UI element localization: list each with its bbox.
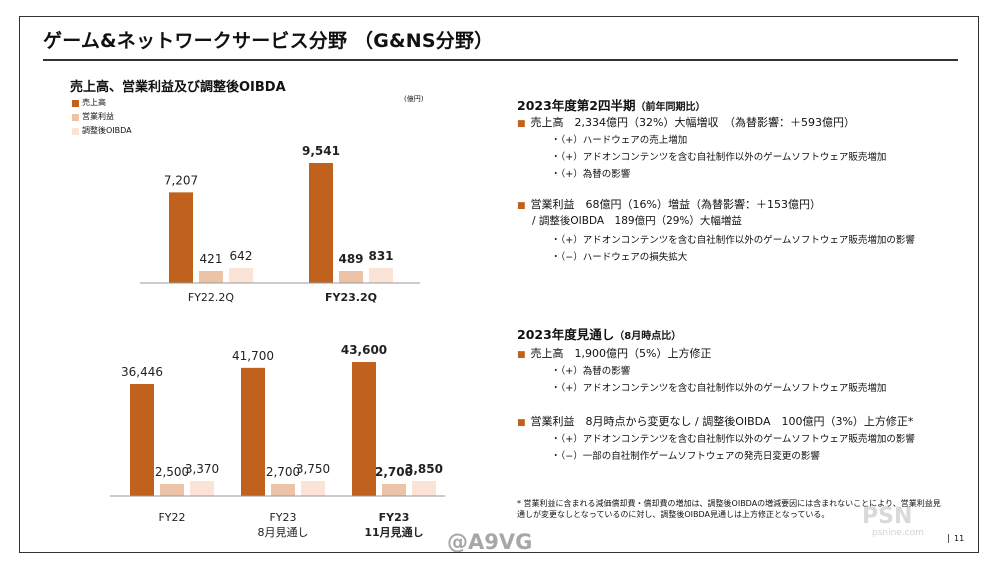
forecast-op-line: ■ 営業利益 8月時点から変更なし / 調整後OIBDA 100億円（3%）上方修… <box>517 413 913 429</box>
data-label-sales-1-1: 7,207 <box>164 173 198 187</box>
q2-sales-line: ■ 売上高 2,334億円（32%）大幅増収 （為替影響：＋593億円） <box>517 114 855 130</box>
forecast-op-item-1: ・（+）アドオンコンテンツを含む自社制作以外のゲームソフトウェア販売増加の影響 <box>551 434 915 445</box>
q2-sales-item-3: ・（+）為替の影響 <box>551 169 631 180</box>
data-label-operating-income-1-1: 421 <box>200 252 223 266</box>
chart-unit: (億円) <box>404 95 424 103</box>
q2-title: 2023年度第2四半期 <box>517 98 636 113</box>
q2-sales-item-2: ・（+）アドオンコンテンツを含む自社制作以外のゲームソフトウェア販売増加 <box>551 152 887 163</box>
bar-adjusted-oibda-1-1 <box>229 268 253 283</box>
bar-adjusted-oibda-2-3 <box>412 481 436 496</box>
chart-legend: 売上高 営業利益 調整後OIBDA <box>72 96 132 138</box>
category-label-1-1: FY22.2Q <box>188 291 235 304</box>
forecast-section-title: 2023年度見通し（8月時点比） <box>517 324 681 343</box>
q2-title-note: （前年同期比） <box>635 102 706 113</box>
bar-operating-income-2-3 <box>382 484 406 496</box>
forecast-sales-text: 売上高 1,900億円（5%）上方修正 <box>530 347 712 360</box>
legend-swatch-operating-income <box>72 113 79 121</box>
bar-adjusted-oibda-2-1 <box>190 481 214 496</box>
legend-label-operating-income: 営業利益 <box>82 112 114 121</box>
forecast-sales-item-1: ・（+）為替の影響 <box>551 366 631 377</box>
data-label-sales-2-2: 41,700 <box>232 349 274 363</box>
category-label-2-2-line-2: 8月見通し <box>258 526 309 539</box>
category-label-2-2-line-1: FY23 <box>269 511 296 524</box>
legend-item-adjusted-oibda: 調整後OIBDA <box>72 124 132 138</box>
q2-op-line: ■ 営業利益 68億円（16%）増益（為替影響：＋153億円） <box>517 196 821 212</box>
bar-operating-income-1-2 <box>339 271 363 283</box>
data-label-adjusted-oibda-2-1: 3,370 <box>185 462 219 476</box>
data-label-adjusted-oibda-2-2: 3,750 <box>296 462 330 476</box>
psn-watermark-logo: PSN <box>862 504 913 529</box>
title-divider <box>43 59 958 61</box>
bullet-square-icon: ■ <box>517 418 526 428</box>
forecast-title: 2023年度見通し <box>517 327 615 342</box>
legend-swatch-adjusted-oibda <box>72 127 79 135</box>
bar-sales-2-1 <box>130 383 154 496</box>
data-label-sales-2-3: 43,600 <box>341 343 387 357</box>
q2-op-text: 営業利益 68億円（16%）増益（為替影響：＋153億円） <box>530 198 821 211</box>
category-label-1-2: FY23.2Q <box>325 291 377 304</box>
data-label-operating-income-2-3: 2,700 <box>375 465 413 479</box>
q2-op-item-2: ・（−）ハードウェアの損失拡大 <box>551 252 688 263</box>
bar-sales-1-2 <box>309 163 333 283</box>
bar-sales-1-1 <box>169 192 193 283</box>
forecast-op-item-2: ・（−）一部の自社制作ゲームソフトウェアの発売日変更の影響 <box>551 451 820 462</box>
category-label-2-3-line-1: FY23 <box>379 511 410 524</box>
chart-title: 売上高、営業利益及び調整後OIBDA <box>70 80 286 95</box>
legend-item-sales: 売上高 <box>72 96 132 110</box>
bar-sales-2-2 <box>241 367 265 496</box>
bullet-square-icon: ■ <box>517 201 526 211</box>
bullet-square-icon: ■ <box>517 119 526 129</box>
data-label-operating-income-1-2: 489 <box>338 252 363 266</box>
data-label-operating-income-2-1: 2,500 <box>155 465 189 479</box>
psn-watermark-url: psnine.com <box>872 528 924 538</box>
category-label-2-3-line-2: 11月見通し <box>364 526 423 539</box>
data-label-adjusted-oibda-2-3: 3,850 <box>405 462 443 476</box>
forecast-op-text: 営業利益 8月時点から変更なし / 調整後OIBDA 100億円（3%）上方修正… <box>530 415 914 428</box>
legend-label-adjusted-oibda: 調整後OIBDA <box>82 126 132 135</box>
data-label-sales-1-2: 9,541 <box>302 144 340 158</box>
bar-operating-income-2-2 <box>271 484 295 496</box>
weibo-watermark: @A9VG <box>447 530 533 554</box>
category-label-2-1: FY22 <box>158 511 185 524</box>
bullet-square-icon: ■ <box>517 350 526 360</box>
footnote: * 営業利益に含まれる減価償却費・償却費の増加は、調整後OIBDAの増減要因には… <box>517 499 941 519</box>
data-label-adjusted-oibda-1-1: 642 <box>230 249 253 263</box>
bar-operating-income-2-1 <box>160 484 184 496</box>
slide-frame <box>19 16 979 553</box>
bar-adjusted-oibda-1-2 <box>369 268 393 283</box>
forecast-sales-line: ■ 売上高 1,900億円（5%）上方修正 <box>517 345 711 361</box>
forecast-title-note: （8月時点比） <box>614 331 682 342</box>
forecast-sales-item-2: ・（+）アドオンコンテンツを含む自社制作以外のゲームソフトウェア販売増加 <box>551 383 887 394</box>
bar-adjusted-oibda-2-2 <box>301 481 325 496</box>
q2-op-item-1: ・（+）アドオンコンテンツを含む自社制作以外のゲームソフトウェア販売増加の影響 <box>551 235 915 246</box>
legend-item-operating-income: 営業利益 <box>72 110 132 124</box>
data-label-sales-2-1: 36,446 <box>121 365 163 379</box>
q2-sales-text: 売上高 2,334億円（32%）大幅増収 （為替影響：＋593億円） <box>530 116 855 129</box>
q2-oibda-line: / 調整後OIBDA 189億円（29%）大幅増益 <box>532 215 742 227</box>
data-label-operating-income-2-2: 2,700 <box>266 465 300 479</box>
legend-swatch-sales <box>72 99 79 107</box>
legend-label-sales: 売上高 <box>82 98 106 107</box>
q2-sales-item-1: ・（+）ハードウェアの売上増加 <box>551 135 688 146</box>
page-number: 11 <box>948 534 964 543</box>
data-label-adjusted-oibda-1-2: 831 <box>368 249 393 263</box>
bar-operating-income-1-1 <box>199 271 223 283</box>
page-title: ゲーム&ネットワークサービス分野 （G&NS分野） <box>43 30 494 52</box>
q2-section-title: 2023年度第2四半期（前年同期比） <box>517 95 706 114</box>
bar-sales-2-3 <box>352 362 376 496</box>
